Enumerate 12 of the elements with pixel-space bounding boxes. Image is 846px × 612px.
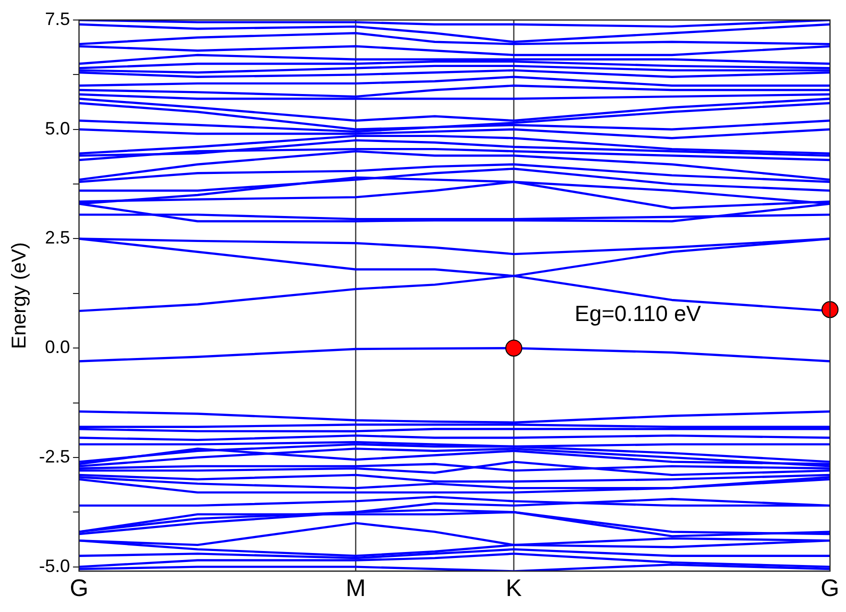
- x-tick-label: G: [820, 575, 840, 602]
- x-tick-label: M: [346, 575, 366, 602]
- x-tick-label: G: [70, 575, 88, 602]
- y-tick-label: -2.5: [38, 446, 70, 466]
- x-tick-label: K: [506, 575, 522, 602]
- y-tick-label: -5.0: [38, 556, 70, 576]
- y-tick-label: 5.0: [44, 118, 70, 138]
- y-tick-label: 2.5: [44, 228, 70, 248]
- annotation: Eg=0.110 eV: [574, 300, 702, 326]
- y-tick-label: 0.0: [44, 337, 70, 358]
- y-axis-title: Energy (eV): [8, 242, 31, 349]
- y-tick-label: 7.5: [44, 8, 70, 29]
